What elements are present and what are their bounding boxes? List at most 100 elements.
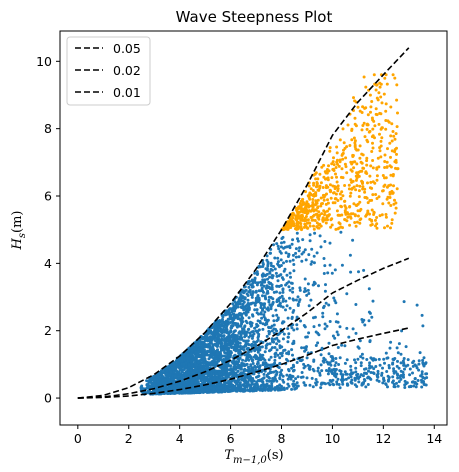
scatter-point-below-5m xyxy=(247,378,251,382)
scatter-point-below-5m xyxy=(275,348,279,352)
scatter-point-above-5m xyxy=(361,187,365,191)
scatter-point-below-5m xyxy=(292,365,296,369)
scatter-point-below-5m xyxy=(420,370,424,374)
scatter-point-below-5m xyxy=(376,372,380,376)
x-tick-label: 14 xyxy=(426,431,442,446)
scatter-point-below-5m xyxy=(382,357,386,361)
scatter-point-below-5m xyxy=(299,319,302,323)
scatter-point-below-5m xyxy=(277,366,281,370)
scatter-point-below-5m xyxy=(283,267,287,271)
scatter-point-above-5m xyxy=(321,216,325,220)
scatter-point-above-5m xyxy=(354,224,358,228)
scatter-point-below-5m xyxy=(308,383,312,387)
scatter-point-below-5m xyxy=(220,331,224,335)
scatter-point-below-5m xyxy=(336,346,340,349)
scatter-point-below-5m xyxy=(295,315,299,319)
scatter-point-below-5m xyxy=(195,353,199,357)
scatter-point-below-5m xyxy=(308,239,312,243)
scatter-point-below-5m xyxy=(212,362,216,366)
scatter-point-above-5m xyxy=(375,226,379,230)
scatter-point-below-5m xyxy=(334,320,338,324)
scatter-point-above-5m xyxy=(361,180,364,184)
scatter-point-above-5m xyxy=(312,183,316,187)
scatter-point-below-5m xyxy=(333,369,336,372)
scatter-point-above-5m xyxy=(371,159,375,162)
scatter-point-above-5m xyxy=(310,218,314,222)
scatter-point-below-5m xyxy=(303,248,307,252)
scatter-point-below-5m xyxy=(312,254,316,258)
x-tick-label: 4 xyxy=(176,431,184,446)
scatter-point-below-5m xyxy=(241,316,245,320)
scatter-point-above-5m xyxy=(395,125,399,129)
scatter-point-below-5m xyxy=(223,341,227,345)
scatter-point-above-5m xyxy=(364,106,368,110)
scatter-point-below-5m xyxy=(243,375,247,378)
scatter-point-below-5m xyxy=(290,366,294,370)
scatter-point-above-5m xyxy=(332,163,336,167)
scatter-point-below-5m xyxy=(417,368,421,372)
scatter-point-below-5m xyxy=(422,364,426,368)
scatter-point-above-5m xyxy=(288,219,292,223)
scatter-point-below-5m xyxy=(354,303,358,306)
scatter-point-above-5m xyxy=(372,213,376,216)
scatter-point-below-5m xyxy=(212,387,216,391)
scatter-point-above-5m xyxy=(378,85,382,89)
scatter-point-below-5m xyxy=(187,371,191,375)
scatter-point-below-5m xyxy=(184,361,188,365)
scatter-point-above-5m xyxy=(358,184,362,188)
scatter-point-below-5m xyxy=(366,383,370,386)
scatter-point-above-5m xyxy=(345,145,349,149)
scatter-point-below-5m xyxy=(371,299,375,303)
scatter-point-below-5m xyxy=(396,384,400,388)
scatter-point-above-5m xyxy=(357,195,361,199)
scatter-point-below-5m xyxy=(395,372,399,376)
scatter-point-below-5m xyxy=(247,290,251,294)
scatter-point-below-5m xyxy=(234,322,238,325)
scatter-point-below-5m xyxy=(314,344,318,347)
scatter-point-below-5m xyxy=(269,261,273,265)
scatter-point-below-5m xyxy=(302,366,306,370)
scatter-point-below-5m xyxy=(401,359,405,363)
scatter-point-above-5m xyxy=(388,191,392,194)
scatter-point-below-5m xyxy=(328,263,332,267)
scatter-point-below-5m xyxy=(190,349,194,353)
scatter-point-above-5m xyxy=(362,166,366,170)
scatter-point-above-5m xyxy=(392,184,395,188)
scatter-point-above-5m xyxy=(338,192,342,196)
scatter-point-above-5m xyxy=(358,156,362,160)
scatter-point-above-5m xyxy=(343,209,347,213)
scatter-point-below-5m xyxy=(253,364,257,368)
scatter-point-below-5m xyxy=(244,359,248,363)
plot-frame xyxy=(59,30,448,426)
scatter-point-above-5m xyxy=(341,176,345,180)
scatter-point-above-5m xyxy=(393,211,397,215)
scatter-point-below-5m xyxy=(242,339,246,343)
scatter-point-below-5m xyxy=(291,258,295,262)
scatter-point-below-5m xyxy=(264,297,268,301)
scatter-point-below-5m xyxy=(300,371,304,374)
scatter-point-above-5m xyxy=(390,122,394,126)
scatter-point-below-5m xyxy=(158,378,162,382)
scatter-point-above-5m xyxy=(303,216,307,220)
scatter-point-below-5m xyxy=(282,240,286,244)
scatter-point-below-5m xyxy=(225,388,229,392)
steepness-line-0.02 xyxy=(77,257,410,399)
scatter-point-below-5m xyxy=(244,307,248,310)
scatter-point-below-5m xyxy=(255,308,259,312)
scatter-point-below-5m xyxy=(274,308,278,312)
scatter-point-below-5m xyxy=(296,295,300,299)
scatter-point-above-5m xyxy=(315,184,319,188)
scatter-point-below-5m xyxy=(323,322,327,326)
scatter-point-below-5m xyxy=(369,371,373,374)
scatter-point-below-5m xyxy=(220,369,224,373)
scatter-point-below-5m xyxy=(210,335,214,339)
scatter-point-above-5m xyxy=(391,174,395,178)
scatter-point-below-5m xyxy=(272,379,275,383)
scatter-point-below-5m xyxy=(385,370,389,373)
scatter-point-above-5m xyxy=(355,220,359,224)
scatter-point-below-5m xyxy=(222,348,226,352)
scatter-point-below-5m xyxy=(372,367,376,371)
scatter-point-above-5m xyxy=(355,162,359,166)
scatter-point-above-5m xyxy=(295,227,299,231)
scatter-point-above-5m xyxy=(380,101,384,105)
